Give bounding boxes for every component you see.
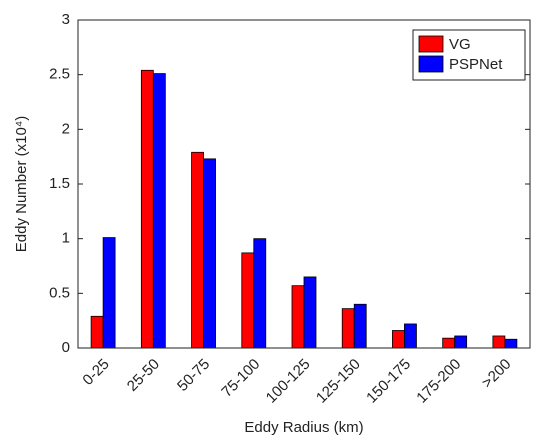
y-tick-label: 1.5: [49, 175, 70, 192]
bar: [102, 237, 116, 349]
y-tick-label: 2: [62, 120, 70, 137]
x-tick-label: 50-75: [174, 356, 213, 395]
y-tick-label: 2.5: [49, 66, 70, 83]
y-tick-label: 3: [62, 11, 70, 28]
bar: [140, 69, 154, 349]
bar: [353, 303, 367, 349]
x-tick-label: 75-100: [218, 356, 263, 401]
bar: [253, 238, 267, 349]
x-tick-label: 25-50: [124, 356, 163, 395]
bar: [90, 315, 104, 349]
x-tick-label: >200: [479, 356, 515, 392]
bar: [303, 276, 317, 349]
legend-swatch: [418, 35, 444, 53]
x-axis-label: Eddy Radius (km): [244, 419, 363, 436]
bar: [442, 337, 456, 349]
plot-frame: [77, 19, 531, 349]
bar: [241, 252, 255, 349]
x-tick-label: 125-150: [313, 356, 364, 407]
legend-label: VG: [449, 36, 471, 53]
bar: [291, 285, 305, 349]
x-tick-label: 100-125: [263, 356, 314, 407]
x-tick-label: 175-200: [413, 356, 464, 407]
bar: [404, 323, 417, 349]
y-tick-label: 0.5: [49, 284, 70, 301]
y-tick-label: 0: [62, 339, 70, 356]
legend-label: PSPNet: [449, 56, 503, 73]
bar: [203, 158, 216, 349]
bar: [454, 335, 468, 349]
legend-swatch: [418, 55, 444, 73]
bar: [152, 73, 166, 349]
bar: [341, 308, 355, 349]
y-axis-label: Eddy Number (x10⁴): [13, 116, 30, 253]
bar: [191, 151, 204, 349]
x-tick-label: 150-175: [363, 356, 414, 407]
bar: [504, 338, 518, 349]
y-tick-label: 1: [62, 230, 70, 247]
bar: [492, 335, 506, 349]
bar: [392, 330, 405, 349]
x-tick-label: 0-25: [79, 356, 112, 389]
